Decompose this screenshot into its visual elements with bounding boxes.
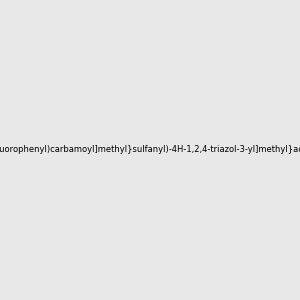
Text: N-{[4-cyclohexyl-5-({[(4-fluorophenyl)carbamoyl]methyl}sulfanyl)-4H-1,2,4-triazo: N-{[4-cyclohexyl-5-({[(4-fluorophenyl)ca… — [0, 146, 300, 154]
